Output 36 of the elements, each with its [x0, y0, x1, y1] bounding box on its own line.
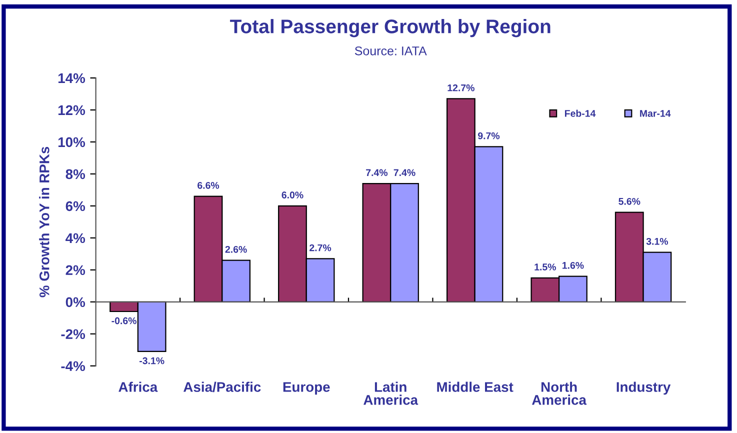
data-label: 6.6%	[198, 182, 220, 189]
x-tick-label: Europe	[283, 382, 330, 395]
x-tick-label: Latin America	[364, 382, 418, 405]
data-label: -3.1%	[140, 357, 164, 364]
x-tick-label: Africa	[118, 382, 158, 392]
y-tick-label: -4%	[61, 361, 86, 372]
x-tick-label: Industry	[616, 382, 671, 395]
y-tick-label: 12%	[58, 105, 86, 116]
y-tick-label: 2%	[66, 265, 86, 276]
y-tick-label: 0%	[66, 297, 86, 308]
legend-label: Feb-14	[564, 110, 596, 117]
data-label: 3.1%	[646, 238, 668, 245]
chart-title: Total Passenger Growth by Region	[230, 19, 550, 38]
y-tick-label: 8%	[66, 169, 86, 180]
data-label: -0.6%	[112, 317, 136, 324]
data-label: 5.6%	[618, 198, 640, 205]
data-label: 7.4%	[366, 169, 388, 176]
legend-label: Mar-14	[640, 110, 671, 117]
y-tick-label: 10%	[58, 137, 86, 148]
data-label: 12.7%	[448, 84, 474, 92]
data-label: 6.0%	[282, 192, 304, 198]
y-tick-label: 14%	[58, 73, 86, 84]
chart-subtitle: Source: IATA	[354, 46, 427, 56]
y-tick-label: 4%	[66, 233, 86, 244]
y-tick-label: 6%	[66, 201, 86, 212]
data-label: 9.7%	[478, 132, 500, 140]
data-label: 2.7%	[310, 244, 332, 252]
x-tick-label: North America	[532, 382, 587, 405]
x-tick-label: Asia/Pacific	[184, 382, 261, 392]
data-label: 2.6%	[225, 246, 247, 253]
data-label: 1.6%	[562, 262, 584, 269]
data-label: 7.4%	[394, 169, 416, 176]
x-tick-label: Middle East	[437, 382, 514, 392]
data-label: 1.5%	[534, 264, 556, 270]
y-tick-label: -2%	[61, 329, 86, 340]
y-axis-title: % Growth YoY in RPKs	[39, 146, 50, 298]
